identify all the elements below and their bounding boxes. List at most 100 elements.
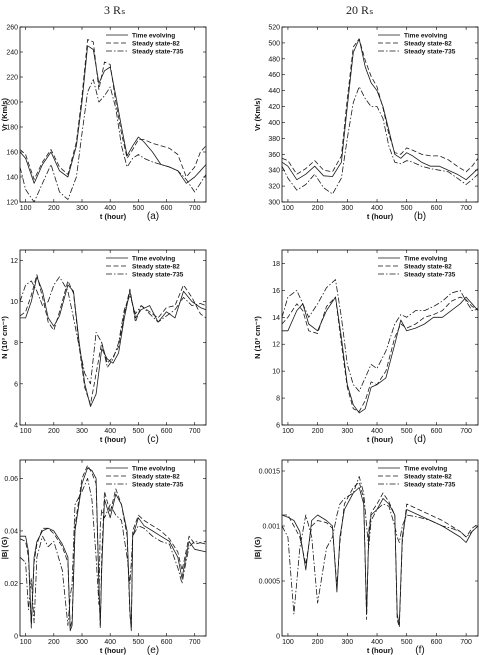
legend-label-2: Steady state-82 <box>132 263 180 270</box>
y-tick-label: 200 <box>6 100 18 107</box>
y-tick-label: 0 <box>14 634 18 641</box>
y-tick-label: 0.06 <box>4 476 18 483</box>
x-tick-label: 600 <box>431 428 443 435</box>
legend-label-3: Steady state-735 <box>404 271 456 278</box>
y-tick-label: 520 <box>268 25 280 32</box>
x-tick-label: 600 <box>161 639 173 646</box>
legend-label-1: Time evolving <box>404 465 447 472</box>
series-line-3 <box>281 279 479 392</box>
x-tick-label: 400 <box>371 639 383 646</box>
legend-label-1: Time evolving <box>132 255 175 262</box>
x-tick-label: 200 <box>312 205 324 212</box>
y-tick-label: 500 <box>268 40 280 47</box>
y-tick-label: 6 <box>14 381 18 388</box>
y-axis-label: N (10³ cm⁻³) <box>0 316 9 359</box>
y-tick-label: 0.0015 <box>259 469 281 476</box>
panel-label: (a) <box>147 211 159 222</box>
x-tick-label: 400 <box>371 205 383 212</box>
y-tick-label: 440 <box>268 88 280 95</box>
y-tick-label: 16 <box>272 288 280 295</box>
y-tick-label: 320 <box>268 184 280 191</box>
series-line-2 <box>19 274 207 405</box>
legend-label-3: Steady state-735 <box>132 48 184 55</box>
plot-frame <box>19 26 207 203</box>
x-tick-label: 400 <box>104 428 116 435</box>
y-tick-label: 420 <box>268 104 280 111</box>
y-tick-label: 12 <box>272 342 280 349</box>
x-tick-label: 700 <box>189 639 201 646</box>
x-tick-label: 500 <box>133 205 145 212</box>
y-tick-label: 0.0005 <box>259 579 281 586</box>
plot-frame <box>19 249 207 426</box>
panel-label: (b) <box>414 211 426 222</box>
chart-panel-3: 100 200 300 400 500 600 700 4 6 8 10 12 t (hour) N (1… <box>0 249 207 445</box>
y-axis-label: |B| (G) <box>253 536 262 559</box>
y-tick-label: 400 <box>268 120 280 127</box>
x-tick-label: 100 <box>20 428 32 435</box>
x-axis-label: t (hour) <box>367 435 394 444</box>
y-tick-label: 240 <box>6 50 18 57</box>
panels: 100 200 300 400 500 600 7001201401601802002202… <box>0 25 479 655</box>
y-tick-label: 460 <box>268 72 280 79</box>
series-line-3 <box>19 79 207 203</box>
x-tick-label: 200 <box>48 205 60 212</box>
plot-frame <box>281 26 479 203</box>
x-axis-label: t (hour) <box>100 435 127 444</box>
series-line-3 <box>19 276 207 385</box>
y-tick-label: 140 <box>6 175 18 182</box>
x-tick-label: 300 <box>76 205 88 212</box>
x-tick-label: 300 <box>341 205 353 212</box>
x-tick-label: 500 <box>401 205 413 212</box>
series-line-3 <box>281 86 479 195</box>
x-tick-label: 700 <box>460 428 472 435</box>
plot-frame <box>281 459 479 637</box>
y-tick-label: 0.04 <box>4 528 18 535</box>
series-line-2 <box>19 39 207 180</box>
legend-label-2: Steady state-82 <box>132 473 180 480</box>
y-axis-label: |B| (G) <box>0 536 9 559</box>
y-tick-label: 10 <box>10 299 18 306</box>
x-tick-label: 400 <box>371 428 383 435</box>
y-axis-label: N (10³ cm⁻³) <box>253 316 262 359</box>
x-tick-label: 100 <box>20 639 32 646</box>
series-line-1 <box>19 45 207 184</box>
legend-label-1: Time evolving <box>404 32 447 39</box>
x-tick-label: 600 <box>161 428 173 435</box>
y-tick-label: 8 <box>14 340 18 347</box>
x-tick-label: 200 <box>312 428 324 435</box>
x-tick-label: 200 <box>48 428 60 435</box>
panel-label: (d) <box>414 434 426 445</box>
x-tick-label: 500 <box>133 639 145 646</box>
y-tick-label: 0.02 <box>4 581 18 588</box>
y-tick-label: 8 <box>276 396 280 403</box>
x-tick-label: 300 <box>76 639 88 646</box>
x-axis-label: t (hour) <box>100 646 127 655</box>
x-tick-label: 500 <box>133 428 145 435</box>
series-line-1 <box>20 467 207 632</box>
legend-label-3: Steady state-735 <box>404 481 456 488</box>
x-tick-label: 500 <box>401 639 413 646</box>
x-tick-label: 100 <box>20 205 32 212</box>
y-tick-label: 260 <box>6 25 18 32</box>
x-tick-label: 600 <box>431 639 443 646</box>
panel-label: (f) <box>415 645 424 655</box>
y-tick-label: 6 <box>276 423 280 430</box>
y-tick-label: 300 <box>268 200 280 207</box>
panel-label: (c) <box>147 434 159 445</box>
y-tick-label: 380 <box>268 136 280 143</box>
y-tick-label: 14 <box>272 315 280 322</box>
x-tick-label: 100 <box>282 639 294 646</box>
y-tick-label: 180 <box>6 125 18 132</box>
y-tick-label: 340 <box>268 168 280 175</box>
chart-panel-1: 100 200 300 400 500 600 700 120 140 160 180 200 220 2… <box>0 25 207 222</box>
y-tick-label: 220 <box>6 75 18 82</box>
series-line-2 <box>282 481 479 628</box>
series-line-2 <box>281 296 479 412</box>
legend-label-2: Steady state-82 <box>132 40 180 47</box>
x-tick-label: 500 <box>401 428 413 435</box>
y-tick-label: 0.001 <box>262 524 280 531</box>
y-tick-label: 0 <box>276 634 280 641</box>
y-tick-label: 360 <box>268 152 280 159</box>
legend-label-3: Steady state-735 <box>404 48 456 55</box>
